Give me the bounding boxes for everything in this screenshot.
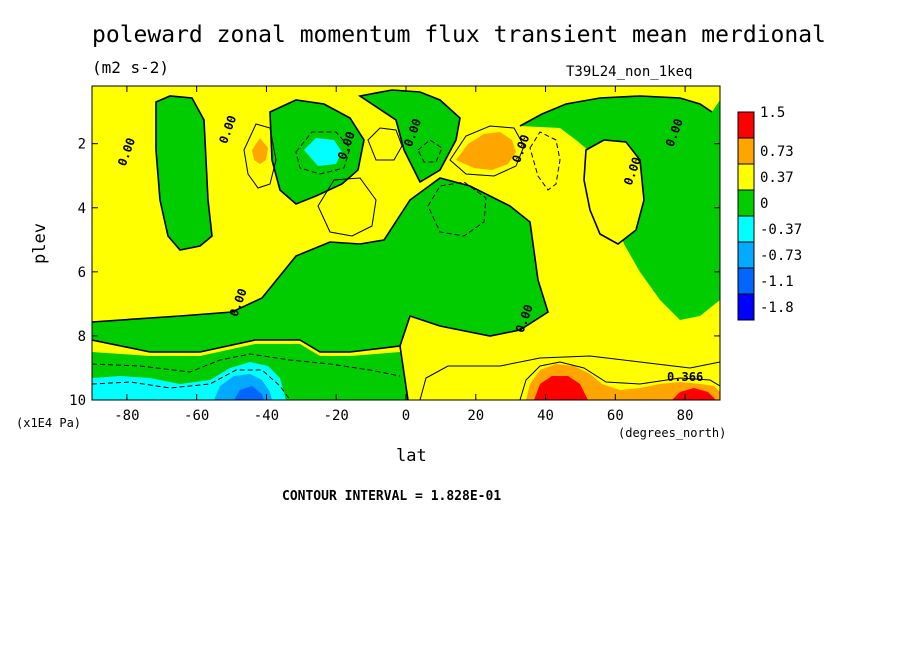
- region-negative-low-top: [156, 96, 212, 250]
- x-tick-label: -40: [254, 408, 279, 424]
- legend-label: -1.8: [760, 300, 794, 316]
- legend-swatch: [737, 137, 755, 165]
- region-positive-high-bottom-right: [672, 388, 716, 400]
- contour-line-zero-right-core: [583, 139, 645, 245]
- y-tick-label: 10: [69, 393, 86, 409]
- run-name: T39L24_non_1keq: [566, 64, 693, 80]
- x-tick-label: 0: [402, 408, 410, 424]
- contour-line-zero-upper: [269, 99, 365, 205]
- legend-swatch: [737, 293, 755, 321]
- chart-title: poleward zonal momentum flux transient m…: [92, 22, 826, 48]
- region-negative-strong-bottom: [234, 386, 264, 400]
- x-tick-label: 80: [677, 408, 694, 424]
- x-tick-label: 40: [537, 408, 554, 424]
- legend-swatch: [737, 163, 755, 191]
- region-negative-low-left: [92, 178, 548, 352]
- contour-interval: CONTOUR INTERVAL = 1.828E-01: [282, 489, 502, 504]
- contour-line-positive-midleft: [317, 177, 377, 237]
- legend-label: -0.37: [760, 222, 802, 238]
- chart-units: (m2 s-2): [92, 58, 170, 77]
- y-unit-note: (x1E4 Pa): [16, 416, 82, 430]
- contour-line-negative-bottom-2: [92, 369, 291, 400]
- x-axis: -80 -60 -40 -20 0 20 40 60 80: [114, 86, 694, 424]
- x-axis-label: lat: [396, 446, 427, 466]
- contour-line-negative-center: [427, 181, 487, 237]
- legend-swatch: [737, 111, 755, 139]
- contour-line-negative-right: [529, 131, 561, 191]
- legend-label: 1.5: [760, 105, 785, 121]
- region-positive-low-right-core: [584, 140, 644, 244]
- x-tick-label: 20: [467, 408, 484, 424]
- region-positive-mid-upper: [456, 132, 516, 170]
- legend-swatch: [737, 189, 755, 217]
- contour-line-positive-bottom-right: [419, 355, 720, 400]
- legend-label: 0.73: [760, 144, 794, 160]
- legend-swatch: [737, 267, 755, 295]
- contour-label: 0.366: [667, 370, 703, 384]
- contour-line-negative-upper: [295, 131, 351, 175]
- region-negative-low-center: [360, 90, 460, 182]
- contour-lines: [92, 89, 720, 400]
- y-axis: 2 4 6 8 10: [69, 137, 720, 409]
- contour-line-positive-bottom-inner: [519, 361, 720, 400]
- legend-swatch: [737, 241, 755, 269]
- y-tick-label: 2: [78, 137, 86, 153]
- legend-label: 0.37: [760, 170, 794, 186]
- contour-line-zero-top: [155, 95, 213, 251]
- x-tick-label: 60: [607, 408, 624, 424]
- legend-label: 0: [760, 196, 768, 212]
- y-tick-label: 6: [78, 265, 86, 281]
- region-positive-mid-left: [252, 138, 268, 164]
- contour-line-zero-center: [357, 89, 461, 184]
- contour-line-negative-bottom-1: [92, 353, 401, 377]
- contour-line-positive-upper: [449, 125, 525, 177]
- legend-label: -0.73: [760, 248, 802, 264]
- color-legend: 1.5 0.73 0.37 0 -0.37 -0.73 -1.1 -1.8: [737, 105, 802, 321]
- y-tick-label: 8: [78, 329, 86, 345]
- x-unit-note: (degrees_north): [618, 426, 727, 440]
- contour-line-negative-small: [417, 139, 443, 163]
- region-positive-low-bottom-right: [408, 306, 720, 400]
- x-tick-label: -80: [114, 408, 139, 424]
- region-positive-high-bottom: [534, 376, 588, 400]
- contour-line-zero-left: [92, 177, 549, 347]
- x-tick-label: -20: [324, 408, 349, 424]
- contour-line-zero-right: [519, 95, 713, 127]
- contour-line-zero-bottom: [92, 339, 409, 400]
- y-tick-label: 4: [78, 201, 86, 217]
- x-tick-label: -60: [184, 408, 209, 424]
- region-negative-mid-upper: [304, 138, 342, 166]
- contour-line-positive-left: [243, 123, 277, 189]
- legend-label: -1.1: [760, 274, 794, 290]
- contour-line-positive-center: [367, 127, 403, 161]
- legend-swatch: [737, 215, 755, 243]
- contour-fill: [92, 86, 720, 400]
